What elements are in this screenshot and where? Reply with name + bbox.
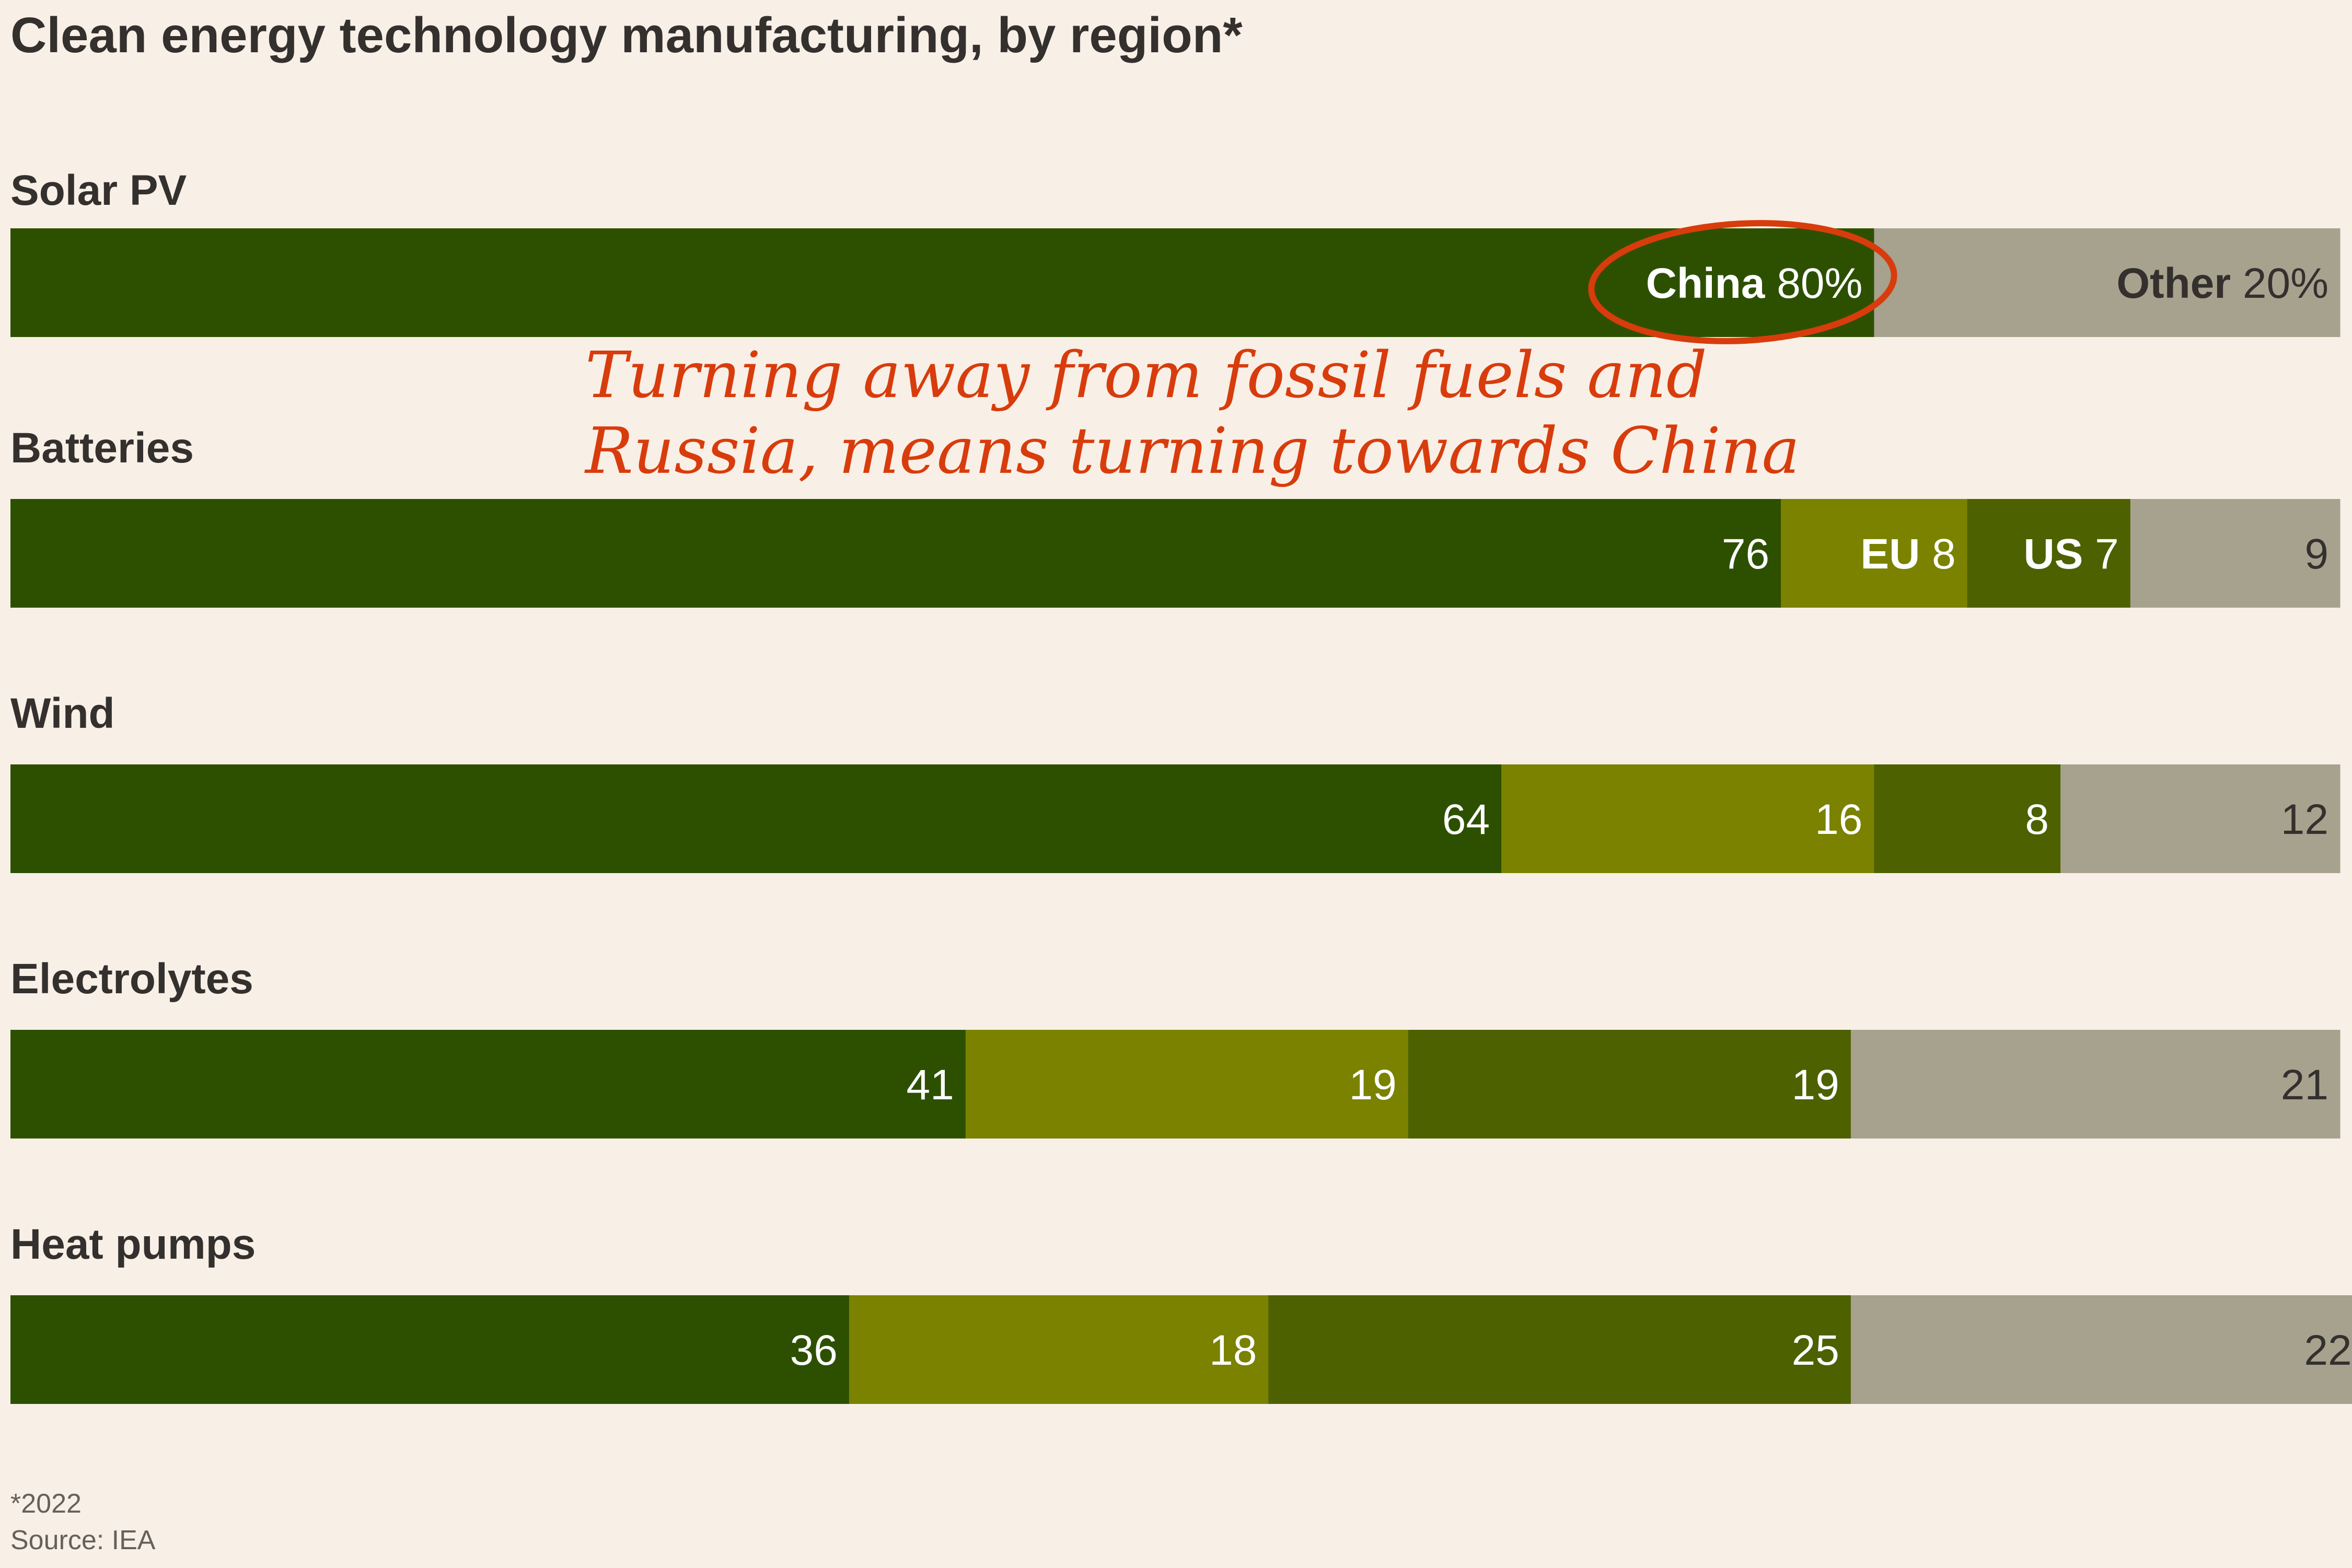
bar-electrolytes-eu bbox=[965, 1030, 1409, 1139]
value-label-wind-china: 64 bbox=[1442, 796, 1490, 843]
value-label-heat-pumps-china: 36 bbox=[790, 1327, 838, 1374]
value-label-heat-pumps-eu: 18 bbox=[1209, 1327, 1257, 1374]
value-label-heat-pumps-us: 25 bbox=[1792, 1327, 1839, 1374]
bar-batteries-us bbox=[1967, 499, 2131, 608]
footnote: *2022 bbox=[10, 1489, 82, 1519]
bar-batteries-eu bbox=[1781, 499, 1968, 608]
bar-solar-pv-other bbox=[1874, 228, 2341, 337]
value-label-solar-pv-other: Other 20% bbox=[2116, 260, 2328, 307]
category-label-batteries: Batteries bbox=[10, 424, 194, 472]
bar-electrolytes-us bbox=[1408, 1030, 1851, 1139]
category-label-electrolytes: Electrolytes bbox=[10, 955, 253, 1003]
annotation-line-1: Turning away from fossil fuels and bbox=[585, 338, 1707, 412]
category-label-wind: Wind bbox=[10, 690, 115, 737]
bar-wind-us bbox=[1874, 764, 2061, 873]
bar-wind-eu bbox=[1501, 764, 1874, 873]
value-label-electrolytes-other: 21 bbox=[2281, 1061, 2328, 1109]
value-label-batteries-china: 76 bbox=[1722, 530, 1769, 578]
bar-wind-other bbox=[2060, 764, 2341, 873]
value-label-wind-other: 12 bbox=[2281, 796, 2328, 843]
annotation-line-2: Russia, means turning towards China bbox=[584, 414, 1800, 488]
value-label-wind-us: 8 bbox=[2025, 796, 2049, 843]
value-label-electrolytes-eu: 19 bbox=[1349, 1061, 1397, 1109]
chart-title: Clean energy technology manufacturing, b… bbox=[10, 7, 1243, 63]
value-label-solar-pv-china: China 80% bbox=[1646, 260, 1863, 307]
value-label-batteries-us: US 7 bbox=[2023, 530, 2118, 578]
value-label-wind-eu: 16 bbox=[1815, 796, 1862, 843]
highlight-circle bbox=[1588, 220, 1897, 344]
bar-heat-pumps-china bbox=[10, 1295, 850, 1404]
bar-batteries-china bbox=[10, 499, 1781, 608]
bar-wind-china bbox=[10, 764, 1502, 873]
value-label-heat-pumps-other: 22 bbox=[2304, 1327, 2351, 1374]
value-label-electrolytes-china: 41 bbox=[907, 1061, 954, 1109]
bar-electrolytes-china bbox=[10, 1030, 966, 1139]
source: Source: IEA bbox=[10, 1525, 156, 1555]
bar-heat-pumps-other bbox=[1850, 1295, 2352, 1404]
bar-batteries-other bbox=[2130, 499, 2341, 608]
category-label-solar-pv: Solar PV bbox=[10, 167, 187, 214]
bar-solar-pv-china bbox=[10, 228, 1874, 337]
value-label-batteries-other: 9 bbox=[2304, 530, 2328, 578]
value-label-electrolytes-us: 19 bbox=[1792, 1061, 1839, 1109]
bars: Solar PV China 80% Other 20% Batteries 76 EU … bbox=[10, 167, 2352, 1404]
bar-electrolytes-other bbox=[1850, 1030, 2341, 1139]
bar-heat-pumps-eu bbox=[849, 1295, 1269, 1404]
annotation: Turning away from fossil fuels and Russi… bbox=[584, 220, 1897, 488]
category-label-heat-pumps: Heat pumps bbox=[10, 1221, 256, 1268]
bar-heat-pumps-us bbox=[1268, 1295, 1851, 1404]
value-label-batteries-eu: EU 8 bbox=[1860, 530, 1955, 578]
